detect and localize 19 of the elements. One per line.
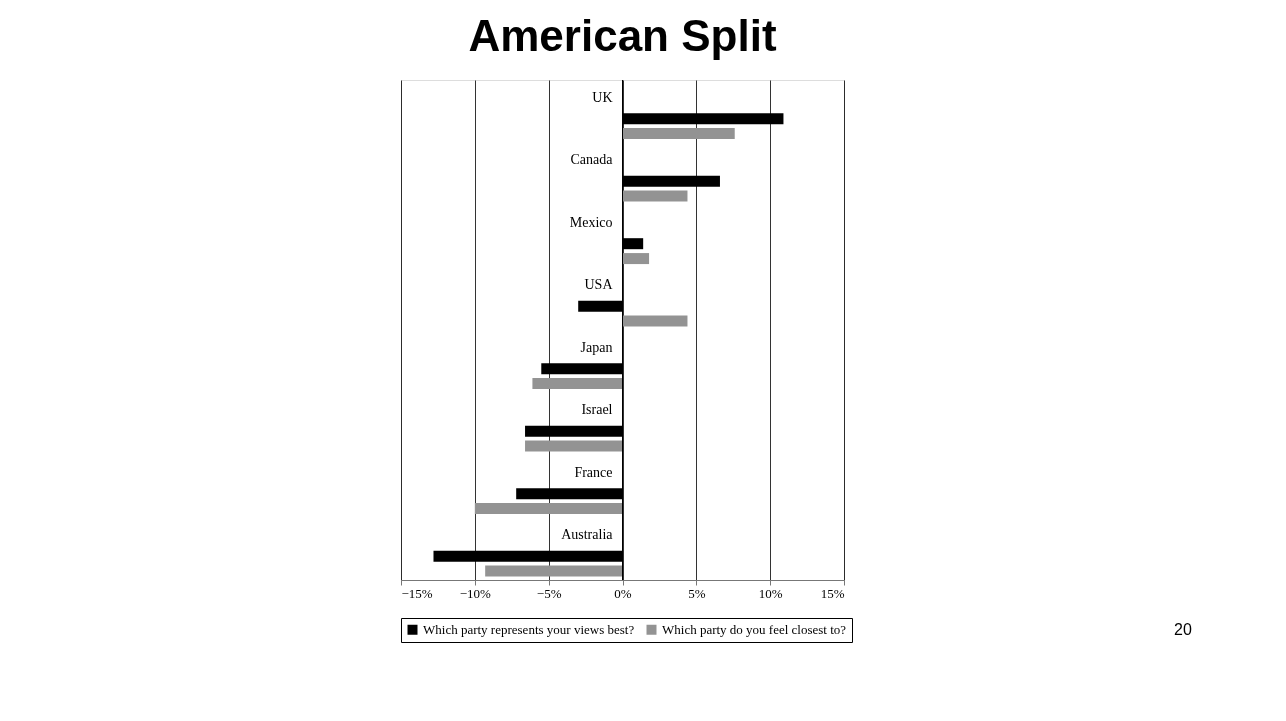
y-tick-label: USA [584,277,614,293]
x-tick-label: 15% [820,585,845,601]
x-tick-label: 5% [688,585,706,601]
x-tick-label: −15% [401,585,433,601]
x-tick-label: −10% [459,585,492,601]
legend-label: Which party do you feel closest to? [662,621,847,637]
x-tick-label: 0% [614,585,632,601]
x-tick-label: −5% [536,585,562,601]
y-tick-label: Canada [570,152,614,168]
y-tick-label: Mexico [569,214,613,230]
text: 20 [1174,621,1192,638]
x-tick-label: 10% [758,585,783,601]
y-tick-label: UK [592,89,613,105]
legend-label: Which party represents your views best? [423,621,635,637]
y-tick-label: France [574,464,613,480]
y-tick-label: Australia [561,527,614,543]
y-tick-label: Israel [581,402,613,418]
chart-title: American Split [468,10,777,60]
y-tick-label: Japan [580,339,613,355]
